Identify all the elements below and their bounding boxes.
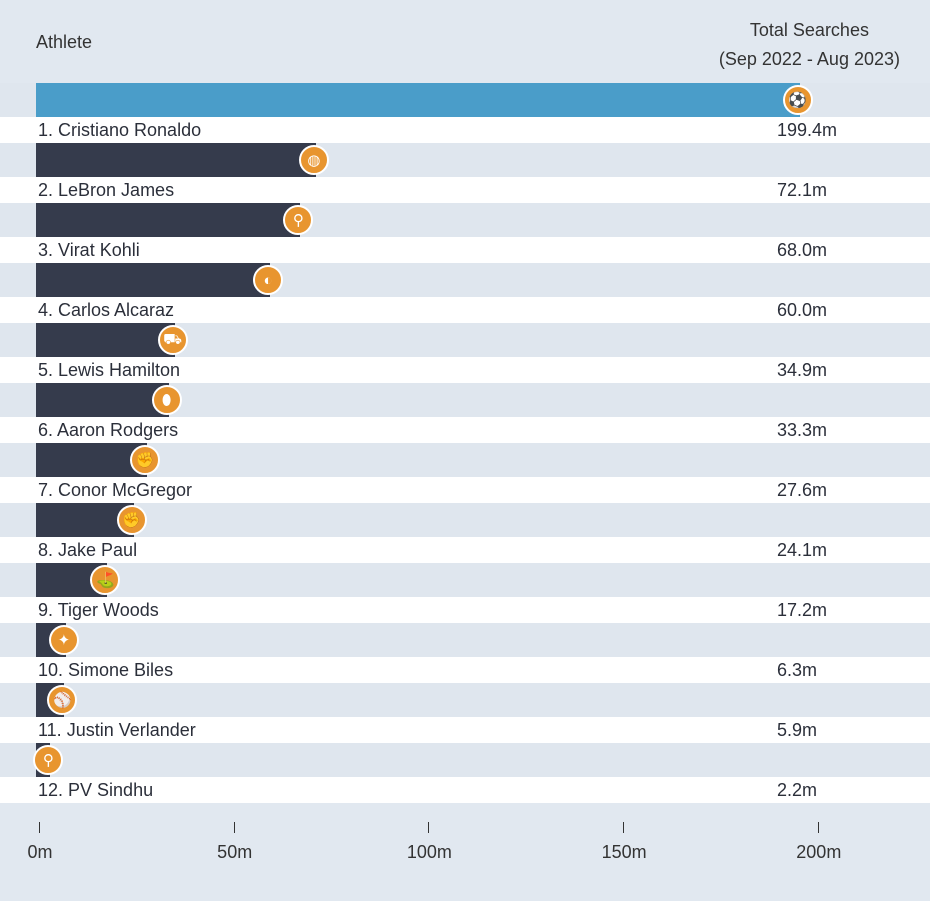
table-row: 3. Virat Kohli 68.0m: [0, 237, 930, 263]
athlete-name: 10. Simone Biles: [38, 660, 174, 680]
badminton-icon: ⚲: [33, 745, 64, 775]
column-header-athlete: Athlete: [36, 32, 93, 52]
bar-track: ⛳: [0, 563, 930, 597]
bar: [36, 203, 301, 237]
bar-track: ✊: [0, 503, 930, 537]
value-label: 17.2m: [777, 600, 828, 620]
column-header-total: Total Searches (Sep 2022 - Aug 2023): [719, 16, 900, 74]
period-label: (Sep 2022 - Aug 2023): [718, 49, 900, 69]
x-tick-label: 150m: [601, 842, 647, 862]
football-icon: ⬮: [151, 385, 182, 415]
value-label: 27.6m: [777, 480, 828, 500]
table-row: 1. Cristiano Ronaldo 199.4m: [0, 117, 930, 143]
bar-track: ◍: [0, 143, 930, 177]
cricket-icon: ⚲: [283, 205, 314, 235]
athlete-name: 8. Jake Paul: [38, 540, 138, 560]
gymnastics-icon: ✦: [48, 625, 79, 655]
bar-track: ◐: [0, 263, 930, 297]
value-label: 199.4m: [777, 120, 838, 140]
bar: [36, 323, 175, 357]
athlete-name: 5. Lewis Hamilton: [38, 360, 181, 380]
table-row: 11. Justin Verlander 5.9m: [0, 717, 930, 743]
value-label: 5.9m: [777, 720, 818, 740]
athlete-name: 2. LeBron James: [38, 180, 175, 200]
x-tick-label: 200m: [796, 842, 842, 862]
athlete-name: 12. PV Sindhu: [38, 780, 154, 800]
athlete-name: 1. Cristiano Ronaldo: [38, 120, 202, 140]
bar-track: ✊: [0, 443, 930, 477]
golf-icon: ⛳: [90, 565, 121, 595]
value-label: 2.2m: [777, 780, 818, 800]
value-label: 6.3m: [777, 660, 818, 680]
value-label: 60.0m: [777, 300, 828, 320]
athlete-name: 9. Tiger Woods: [38, 600, 159, 620]
x-tick: [233, 822, 235, 833]
table-row: 5. Lewis Hamilton 34.9m: [0, 357, 930, 383]
athlete-name: 7. Conor McGregor: [38, 480, 193, 500]
tennis-ball-icon: ◐: [253, 265, 283, 295]
table-row: 12. PV Sindhu 2.2m: [0, 777, 930, 803]
x-tick: [623, 822, 625, 833]
x-tick: [428, 822, 430, 833]
baseball-icon: ⚾: [47, 685, 78, 715]
bar-track: ⚲: [0, 203, 930, 237]
x-tick-label: 50m: [217, 842, 253, 862]
mma-icon: ✊: [129, 445, 160, 475]
bar-track: ⚽: [0, 83, 930, 117]
bar-track: ⬮: [0, 383, 930, 417]
bar: [36, 143, 316, 177]
value-label: 33.3m: [777, 420, 828, 440]
x-tick: [817, 822, 819, 833]
x-tick-label: 0m: [27, 842, 53, 862]
table-row: 2. LeBron James 72.1m: [0, 177, 930, 203]
bar: [36, 383, 169, 417]
value-label: 34.9m: [777, 360, 828, 380]
value-label: 68.0m: [777, 240, 828, 260]
soccer-ball-icon: ⚽: [782, 85, 813, 115]
bar: [36, 443, 147, 477]
bar: [36, 263, 270, 297]
car-icon: ⛟: [157, 325, 188, 355]
athlete-name: 3. Virat Kohli: [38, 240, 140, 260]
total-searches-label: Total Searches: [749, 20, 869, 40]
x-tick-label: 100m: [406, 842, 452, 862]
athlete-name: 11. Justin Verlander: [38, 720, 196, 740]
table-row: 7. Conor McGregor 27.6m: [0, 477, 930, 503]
value-label: 24.1m: [777, 540, 828, 560]
bar-track: ⚲: [0, 743, 930, 777]
table-row: 6. Aaron Rodgers 33.3m: [0, 417, 930, 443]
table-row: 9. Tiger Woods 17.2m: [0, 597, 930, 623]
x-tick: [39, 822, 40, 833]
basketball-icon: ◍: [298, 145, 329, 175]
table-row: 10. Simone Biles 6.3m: [0, 657, 930, 683]
value-label: 72.1m: [777, 180, 828, 200]
bar-track: ✦: [0, 623, 930, 657]
athlete-name: 6. Aaron Rodgers: [38, 420, 179, 440]
bar: [36, 83, 800, 117]
athlete-name: 4. Carlos Alcaraz: [38, 300, 175, 320]
bar-track: ⚾: [0, 683, 930, 717]
boxing-glove-icon: ✊: [116, 505, 147, 535]
bar-track: ⛟: [0, 323, 930, 357]
table-row: 4. Carlos Alcaraz 60.0m: [0, 297, 930, 323]
table-row: 8. Jake Paul 24.1m: [0, 537, 930, 563]
